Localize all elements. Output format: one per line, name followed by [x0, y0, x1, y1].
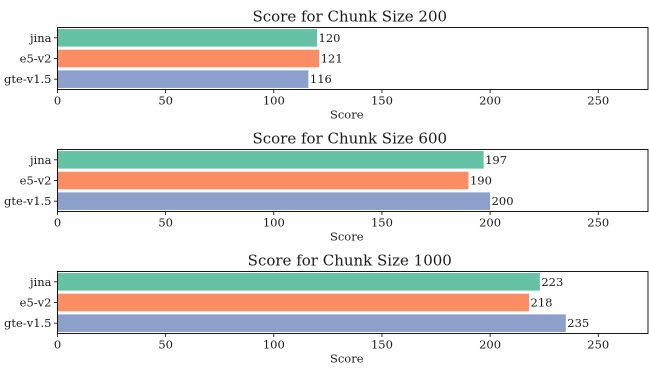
x-tick-label: 200: [479, 216, 501, 230]
chart-panel: Score for Chunk Size 1000 223 jina 218 e5-v2…: [4, 252, 649, 366]
x-tick-label: 200: [479, 338, 501, 352]
x-tick-label: 0: [54, 94, 61, 108]
chart-title: Score for Chunk Size 200: [252, 8, 447, 26]
y-tick-label: jina: [28, 31, 52, 45]
bar-value-label: 218: [531, 296, 553, 310]
y-tick-label: jina: [28, 153, 52, 167]
y-tick-label: jina: [28, 275, 52, 289]
plot-frame: [57, 27, 649, 90]
bar-gte-v1.5: [57, 314, 566, 332]
x-tick-label: 250: [587, 338, 609, 352]
x-tick-label: 0: [54, 216, 61, 230]
x-axis-label: Score: [330, 352, 364, 366]
bar-jina: [57, 151, 484, 169]
y-tick-label: gte-v1.5: [4, 72, 51, 86]
bar-value-label: 235: [567, 316, 589, 330]
chart-title: Score for Chunk Size 600: [252, 130, 447, 148]
x-tick-label: 150: [371, 94, 393, 108]
bar-gte-v1.5: [57, 70, 309, 88]
x-tick-label: 50: [158, 94, 173, 108]
bar-value-label: 190: [470, 174, 492, 188]
x-tick-label: 150: [371, 216, 393, 230]
x-tick-label: 100: [263, 216, 285, 230]
y-tick-label: e5-v2: [20, 174, 52, 188]
bar-value-label: 121: [321, 52, 343, 66]
plot-frame: [57, 149, 649, 212]
chart-panel: Score for Chunk Size 600 197 jina 190 e5-v2 2…: [4, 130, 649, 244]
bar-jina: [57, 273, 540, 291]
x-tick-label: 150: [371, 338, 393, 352]
bar-jina: [57, 29, 318, 47]
bar-value-label: 120: [319, 31, 341, 45]
y-tick-label: gte-v1.5: [4, 194, 51, 208]
y-tick-label: e5-v2: [20, 296, 52, 310]
plot-frame: [57, 271, 649, 334]
bar-value-label: 197: [485, 153, 507, 167]
chart-panel: Score for Chunk Size 200 120 jina 121 e5-v2 1…: [4, 8, 649, 122]
x-tick-label: 0: [54, 338, 61, 352]
bar-e5-v2: [57, 171, 469, 190]
bar-value-label: 223: [541, 275, 563, 289]
bar-e5-v2: [57, 49, 320, 68]
x-tick-label: 50: [158, 216, 173, 230]
x-tick-label: 100: [263, 94, 285, 108]
bar-value-label: 116: [310, 72, 332, 86]
x-axis-label: Score: [330, 230, 364, 244]
x-tick-label: 50: [158, 338, 173, 352]
chart-title: Score for Chunk Size 1000: [248, 252, 452, 270]
bar-e5-v2: [57, 293, 530, 312]
x-tick-label: 100: [263, 338, 285, 352]
bar-gte-v1.5: [57, 192, 491, 210]
x-tick-label: 250: [587, 94, 609, 108]
bar-value-label: 200: [492, 194, 514, 208]
y-tick-label: e5-v2: [20, 52, 52, 66]
x-tick-label: 250: [587, 216, 609, 230]
x-axis-label: Score: [330, 108, 364, 122]
x-tick-label: 200: [479, 94, 501, 108]
y-tick-label: gte-v1.5: [4, 316, 51, 330]
